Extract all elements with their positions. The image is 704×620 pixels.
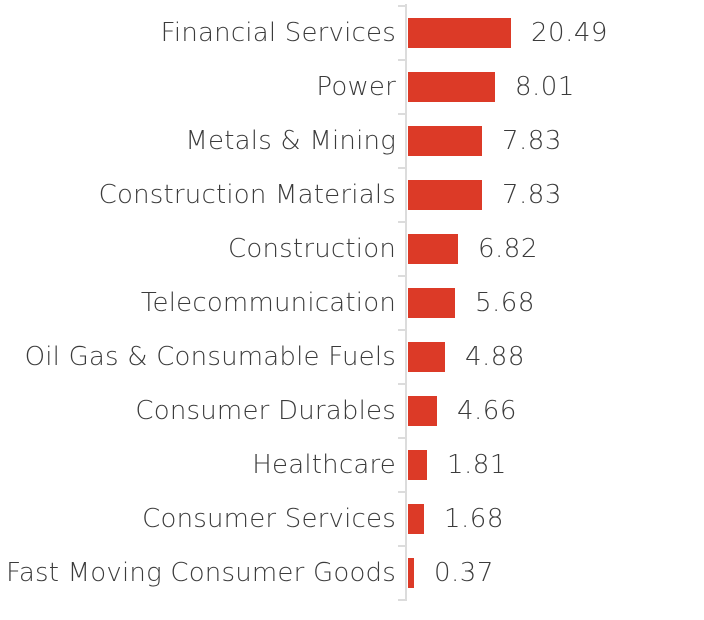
bar — [408, 396, 437, 426]
bar-row: Healthcare 1.81 — [0, 438, 704, 492]
category-label: Telecommunication — [140, 288, 396, 318]
value-label: 8.01 — [515, 72, 575, 102]
bar-row: Metals & Mining 7.83 — [0, 114, 704, 168]
category-label: Consumer Durables — [135, 396, 396, 426]
category-label: Consumer Services — [142, 504, 396, 534]
value-label: 4.88 — [465, 342, 525, 372]
bar-row: Consumer Services 1.68 — [0, 492, 704, 546]
value-label: 5.68 — [475, 288, 535, 318]
bar — [408, 342, 445, 372]
axis-tick — [398, 113, 405, 115]
axis-tick — [398, 437, 405, 439]
bar — [408, 504, 424, 534]
bar — [408, 126, 482, 156]
axis-tick — [398, 383, 405, 385]
category-label: Metals & Mining — [185, 126, 396, 156]
bar-row: Oil Gas & Consumable Fuels 4.88 — [0, 330, 704, 384]
category-label: Power — [316, 72, 396, 102]
value-label: 1.81 — [447, 450, 507, 480]
category-label: Financial Services — [160, 18, 396, 48]
axis-tick — [398, 275, 405, 277]
axis-tick — [398, 599, 405, 601]
value-label: 6.82 — [478, 234, 538, 264]
category-label: Oil Gas & Consumable Fuels — [24, 342, 396, 372]
value-label: 1.68 — [444, 504, 504, 534]
axis-tick — [398, 167, 405, 169]
bar-row: Power 8.01 — [0, 60, 704, 114]
axis-tick — [398, 5, 405, 7]
bar — [408, 180, 482, 210]
bar-row: Telecommunication 5.68 — [0, 276, 704, 330]
y-axis-line — [405, 4, 407, 601]
bar — [408, 18, 511, 48]
bar — [408, 450, 427, 480]
value-label: 7.83 — [502, 180, 562, 210]
category-label: Construction — [228, 234, 396, 264]
axis-tick — [398, 221, 405, 223]
bar-row: Consumer Durables 4.66 — [0, 384, 704, 438]
category-label: Fast Moving Consumer Goods — [6, 558, 396, 588]
bar — [408, 288, 455, 318]
bar-row: Fast Moving Consumer Goods 0.37 — [0, 546, 704, 600]
bar-row: Financial Services 20.49 — [0, 6, 704, 60]
bar — [408, 72, 495, 102]
axis-tick — [398, 329, 405, 331]
bar-row: Construction 6.82 — [0, 222, 704, 276]
category-label: Healthcare — [252, 450, 396, 480]
axis-tick — [398, 59, 405, 61]
value-label: 4.66 — [457, 396, 517, 426]
value-label: 0.37 — [434, 558, 494, 588]
category-label: Construction Materials — [98, 180, 396, 210]
bar — [408, 558, 414, 588]
value-label: 20.49 — [531, 18, 608, 48]
value-label: 7.83 — [502, 126, 562, 156]
axis-tick — [398, 545, 405, 547]
bar-row: Construction Materials 7.83 — [0, 168, 704, 222]
axis-tick — [398, 491, 405, 493]
bar — [408, 234, 458, 264]
